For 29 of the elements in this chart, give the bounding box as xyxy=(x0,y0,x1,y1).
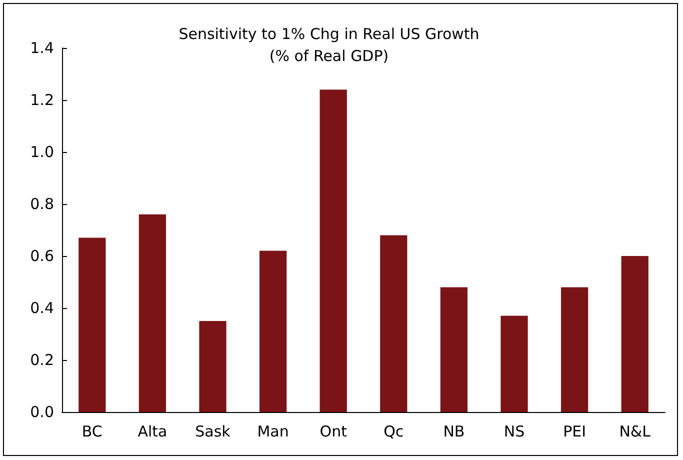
chart-title: Sensitivity to 1% Chg in Real US Growth (% of Real GDP) xyxy=(178,25,480,65)
bar xyxy=(199,321,226,412)
bar xyxy=(440,287,468,412)
y-tick-label: 1.4 xyxy=(30,39,54,57)
bar xyxy=(560,287,588,412)
x-tick-label: Alta xyxy=(138,422,168,440)
y-tick-label: 0.0 xyxy=(30,403,54,421)
x-tick-label: Man xyxy=(257,422,289,440)
y-tick-label: 0.6 xyxy=(30,247,54,265)
bar xyxy=(500,316,528,412)
y-tick-label: 1.0 xyxy=(30,143,54,161)
bar xyxy=(380,235,408,412)
bar xyxy=(78,238,106,412)
bar xyxy=(259,250,287,412)
y-tick-label: 1.2 xyxy=(30,91,54,109)
x-tick-label: N&L xyxy=(619,422,652,440)
y-tick-label: 0.8 xyxy=(30,195,54,213)
x-tick-label: PEI xyxy=(563,422,586,440)
x-tick-label: Ont xyxy=(320,422,348,440)
x-tick-label: NB xyxy=(443,422,465,440)
y-tick-label: 0.2 xyxy=(30,351,54,369)
x-tick-label: Sask xyxy=(195,422,231,440)
y-tick-label: 0.4 xyxy=(30,299,54,317)
bar xyxy=(621,256,648,412)
x-tick-label: NS xyxy=(504,422,525,440)
x-tick-label: Qc xyxy=(384,422,404,440)
bar xyxy=(138,214,166,412)
bar xyxy=(320,90,347,412)
x-tick-label: BC xyxy=(82,422,102,440)
